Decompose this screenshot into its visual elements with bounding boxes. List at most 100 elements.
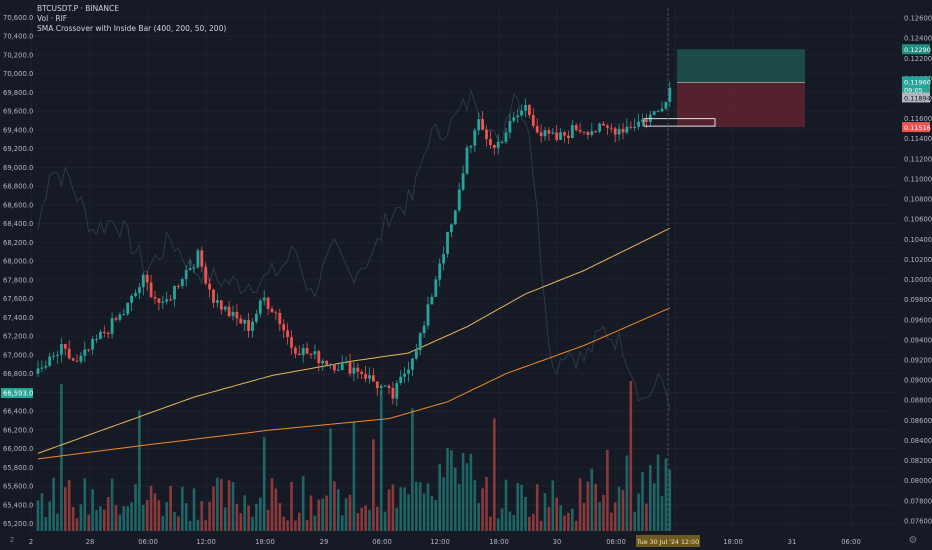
volume-bar: [516, 482, 519, 531]
volume-bar: [629, 381, 633, 531]
left-axis-tick-label: 66,800.0: [3, 370, 33, 378]
candle-body: [531, 114, 535, 126]
volume-bar: [145, 500, 149, 531]
volume-bar: [344, 498, 348, 531]
volume-bar: [555, 497, 558, 531]
right-axis-tick-label: 0.08200: [904, 457, 932, 465]
volume-bar: [317, 499, 321, 531]
candle-body: [184, 270, 188, 280]
x-axis-tick-label: 18:00: [489, 538, 509, 546]
candle-body: [321, 360, 325, 364]
candle-body: [414, 350, 418, 359]
volume-bar: [652, 483, 656, 531]
volume-bar: [450, 450, 453, 531]
current-price-badge: [902, 76, 930, 93]
left-axis-tick-label: 65,400.0: [3, 501, 33, 509]
volume-bar: [641, 471, 644, 531]
volume-bar: [418, 482, 422, 531]
tp-price-badge-text: 0.12290: [904, 46, 931, 54]
volume-bar: [489, 516, 492, 531]
candle-body: [266, 297, 270, 309]
candle-body: [621, 128, 625, 133]
candle-body: [469, 145, 473, 148]
candle-body: [278, 312, 282, 325]
left-axis-tick-label: 67,600.0: [3, 295, 33, 303]
candle-body: [48, 356, 52, 366]
volume-bar: [247, 505, 250, 531]
candle-body: [438, 263, 442, 280]
volume-bar: [48, 501, 51, 531]
candle-body: [547, 130, 551, 134]
current-price-badge-text: 0.11960: [904, 78, 931, 86]
right-axis-tick-label: 0.08000: [904, 477, 932, 485]
candle-body: [485, 129, 488, 140]
candle-body: [188, 268, 192, 271]
volume-bar: [251, 516, 254, 531]
candle-body: [106, 333, 110, 335]
candle-body: [141, 274, 145, 288]
volume-bar: [184, 503, 188, 531]
cursor-time-badge: [636, 535, 700, 547]
candle-body: [52, 355, 55, 357]
candle-body: [204, 266, 208, 284]
volume-bar: [500, 508, 504, 531]
volume-bar: [606, 449, 609, 531]
volume-bar: [239, 513, 243, 531]
volume-bar: [282, 516, 285, 531]
volume-bar: [231, 481, 235, 531]
left-axis-tick-label: 65,800.0: [3, 464, 33, 472]
left-axis-tick-label: 67,200.0: [3, 333, 33, 341]
candle-body: [286, 330, 289, 338]
right-axis-tick-label: 0.09600: [904, 316, 932, 324]
right-axis-tick-label: 0.11200: [904, 155, 932, 163]
candle-body: [578, 130, 582, 132]
volume-bar: [496, 518, 500, 531]
legend-indicator[interactable]: SMA Crossover with Inside Bar (400, 200,…: [37, 24, 227, 33]
candle-body: [83, 349, 87, 356]
candle-body: [375, 381, 379, 389]
candle-body: [208, 283, 211, 290]
candle-body: [422, 325, 426, 334]
candle-body: [446, 232, 449, 254]
candle-body: [192, 267, 196, 269]
candle-body: [235, 312, 239, 319]
right-axis-tick-label: 0.11600: [904, 115, 932, 123]
candle-body: [309, 353, 313, 355]
candle-body: [216, 300, 219, 303]
volume-bar: [348, 494, 352, 531]
settings-icon[interactable]: ⚙: [908, 535, 918, 546]
candle-body: [110, 318, 114, 334]
candle-body: [75, 360, 79, 362]
legend-volume[interactable]: Vol · RIF: [37, 14, 68, 23]
legend-symbol[interactable]: BTCUSDT.P · BINANCE: [37, 4, 119, 13]
volume-bar: [266, 509, 270, 531]
x-axis-tick-label: 28: [86, 538, 95, 546]
volume-bar: [461, 452, 465, 531]
volume-bar: [165, 502, 168, 531]
right-axis-tick-label: 0.12600: [904, 15, 932, 23]
candle-body: [496, 141, 500, 148]
volume-bar: [110, 478, 114, 531]
candle-body: [91, 339, 94, 350]
candle-body: [333, 364, 336, 371]
volume-bar: [134, 484, 137, 531]
candle-body: [40, 367, 44, 369]
candle-body: [461, 173, 465, 190]
candle-body: [598, 123, 601, 132]
x-axis-tick-label: 06:00: [138, 538, 158, 546]
candle-body: [411, 358, 414, 370]
timezone-icon[interactable]: 2: [9, 536, 15, 544]
volume-bar: [309, 495, 313, 531]
candle-body: [258, 300, 262, 314]
candle-body: [87, 349, 91, 351]
volume-bar: [122, 506, 126, 531]
candle-body: [134, 292, 137, 296]
volume-bar: [204, 520, 207, 531]
volume-bar: [79, 504, 83, 531]
candle-body: [403, 373, 406, 377]
volume-bar: [200, 501, 204, 531]
candle-body: [301, 347, 305, 356]
volume-bar: [532, 513, 535, 531]
volume-bar: [481, 488, 484, 531]
